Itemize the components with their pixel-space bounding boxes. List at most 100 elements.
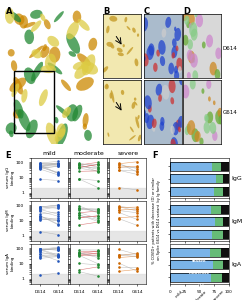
Point (96, 162, 100, 167)
Point (96, 185, 100, 190)
Ellipse shape (57, 123, 66, 137)
Point (57, 161, 61, 166)
Point (96, 274, 100, 278)
Point (96, 210, 100, 215)
Ellipse shape (204, 114, 209, 122)
Bar (216, 174, 223, 183)
Point (38, 229, 42, 234)
Ellipse shape (162, 85, 169, 100)
Point (38, 209, 42, 214)
Point (77, 253, 81, 258)
Ellipse shape (202, 41, 206, 49)
Point (77, 162, 81, 167)
Ellipse shape (187, 12, 195, 26)
Point (117, 185, 121, 190)
Ellipse shape (14, 14, 24, 25)
Point (96, 169, 100, 173)
Point (96, 178, 100, 183)
Ellipse shape (152, 118, 157, 128)
Point (57, 246, 61, 251)
Ellipse shape (24, 68, 36, 84)
Point (57, 248, 61, 253)
Ellipse shape (77, 19, 90, 31)
Ellipse shape (24, 22, 35, 28)
Ellipse shape (108, 132, 109, 137)
Point (38, 254, 42, 259)
Ellipse shape (156, 84, 162, 96)
Ellipse shape (46, 123, 58, 146)
Point (96, 261, 100, 266)
Bar (215, 217, 223, 226)
Point (57, 163, 61, 167)
Point (38, 161, 42, 166)
Ellipse shape (165, 17, 171, 28)
Ellipse shape (83, 123, 87, 130)
Point (57, 164, 61, 169)
Point (135, 267, 139, 272)
Point (96, 214, 100, 218)
Point (38, 164, 42, 169)
Bar (170, 217, 229, 226)
Point (96, 213, 100, 218)
Point (77, 210, 81, 215)
Ellipse shape (102, 66, 108, 73)
Bar (70, 188, 107, 197)
Ellipse shape (117, 48, 123, 52)
Ellipse shape (195, 12, 198, 17)
Ellipse shape (40, 46, 49, 58)
Ellipse shape (168, 63, 174, 74)
Ellipse shape (31, 62, 43, 82)
Point (77, 210, 81, 215)
Ellipse shape (47, 36, 59, 47)
Point (77, 164, 81, 169)
Ellipse shape (175, 119, 181, 130)
Ellipse shape (160, 117, 165, 126)
Text: moderate: moderate (191, 290, 208, 300)
Ellipse shape (135, 116, 139, 128)
Bar (223, 187, 229, 196)
Ellipse shape (185, 126, 189, 135)
Point (117, 255, 121, 260)
Ellipse shape (129, 135, 136, 140)
Text: D614: D614 (223, 46, 237, 50)
Bar (170, 260, 214, 269)
Ellipse shape (206, 80, 211, 89)
Point (57, 159, 61, 164)
Point (38, 167, 42, 172)
Ellipse shape (110, 44, 114, 49)
Point (38, 248, 42, 253)
Point (38, 206, 42, 211)
Point (117, 165, 121, 170)
Ellipse shape (40, 65, 56, 73)
Ellipse shape (134, 101, 138, 106)
Ellipse shape (213, 100, 215, 105)
Point (57, 254, 61, 258)
Text: severe: severe (192, 259, 207, 263)
Point (77, 204, 81, 208)
Point (77, 177, 81, 182)
Ellipse shape (178, 116, 184, 128)
Ellipse shape (8, 49, 15, 56)
Ellipse shape (186, 124, 191, 132)
Ellipse shape (153, 63, 158, 72)
Text: C: C (144, 8, 150, 16)
Point (38, 217, 42, 221)
Ellipse shape (132, 102, 135, 109)
Ellipse shape (11, 60, 17, 71)
Point (96, 219, 100, 224)
Point (135, 206, 139, 211)
Point (117, 265, 121, 270)
Ellipse shape (5, 8, 14, 24)
Point (117, 168, 121, 172)
Bar (223, 230, 229, 239)
Ellipse shape (140, 17, 148, 32)
Point (38, 251, 42, 256)
Bar (109, 231, 146, 241)
Ellipse shape (187, 120, 195, 135)
Point (38, 248, 42, 252)
Point (57, 164, 61, 169)
Ellipse shape (30, 10, 43, 19)
Ellipse shape (170, 139, 176, 149)
Point (77, 207, 81, 212)
Ellipse shape (14, 100, 24, 118)
